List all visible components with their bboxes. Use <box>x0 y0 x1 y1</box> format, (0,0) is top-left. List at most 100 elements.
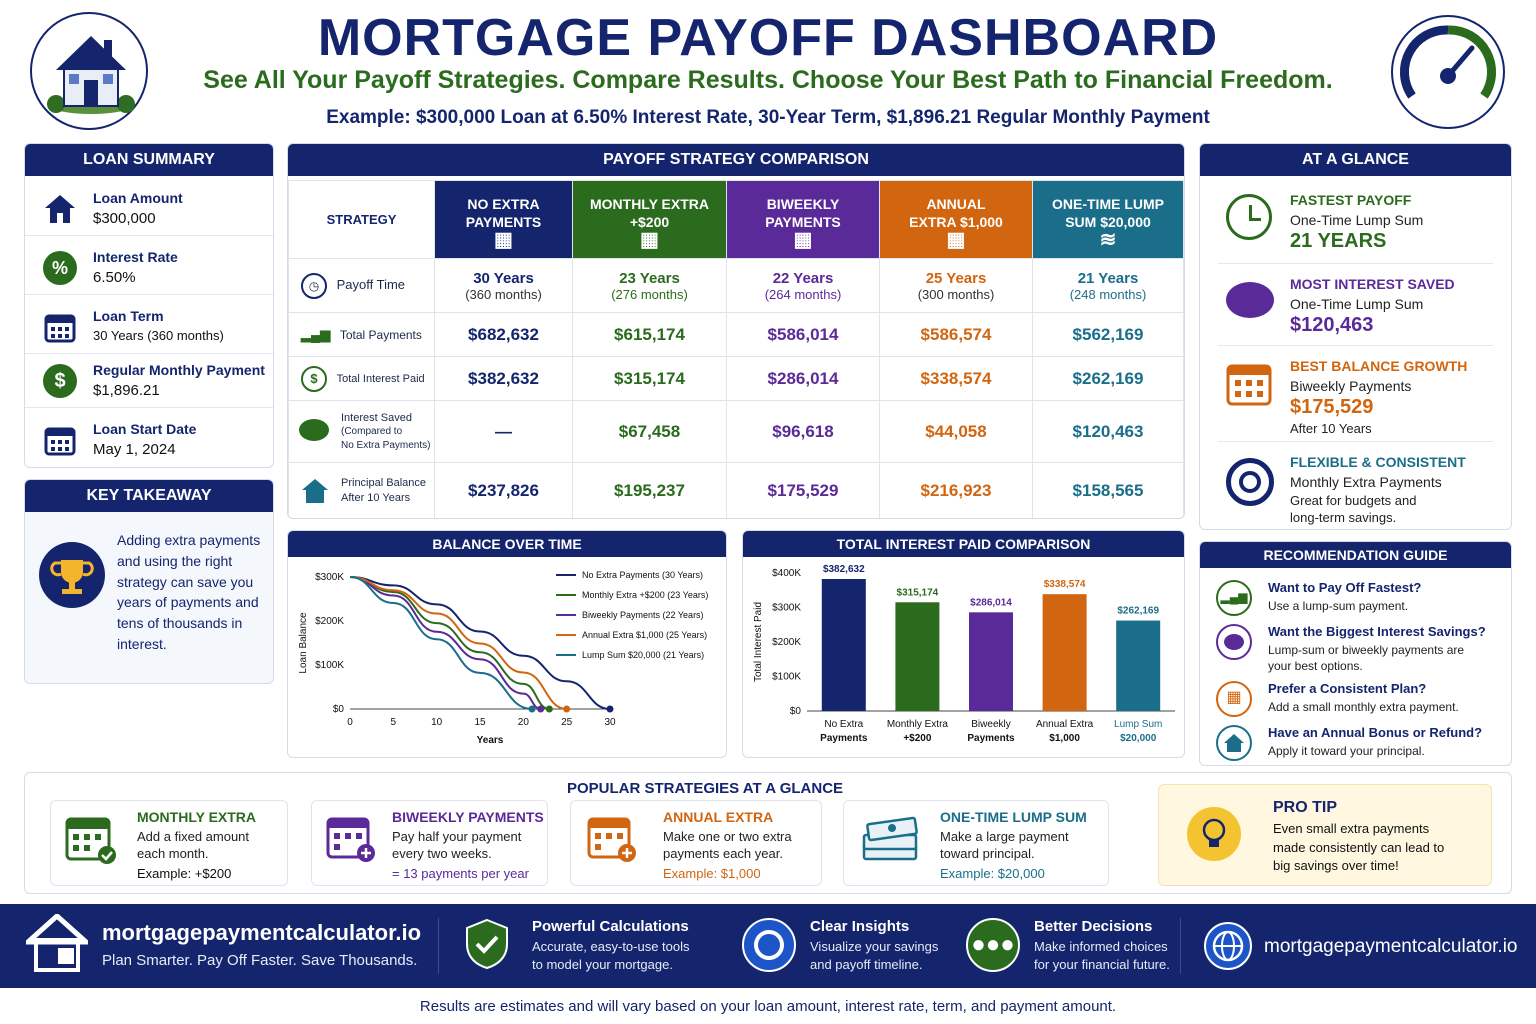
x-tick-label: 15 <box>474 717 486 728</box>
lump-sum-card: ONE-TIME LUMP SUM Make a large payment t… <box>843 800 1109 886</box>
y-tick-label: $100K <box>315 660 344 671</box>
fastest-payoff-item: FASTEST PAYOFF One-Time Lump Sum 21 YEAR… <box>1218 180 1493 264</box>
balance-chart-title: BALANCE OVER TIME <box>288 531 726 557</box>
recommendation-item: Have an Annual Bonus or Refund? Apply it… <box>1216 725 1501 765</box>
col-annual-extra: ANNUAL EXTRA $1,000 ▦ <box>879 180 1033 259</box>
recommendation-item: ▂▄▆ Want to Pay Off Fastest? Use a lump-… <box>1216 580 1501 626</box>
bar <box>1116 620 1161 711</box>
loan-term-row: Loan Term 30 Years (360 months) <box>25 296 273 354</box>
category-label: Lump Sum <box>1114 719 1162 730</box>
dollar-icon: $ <box>43 364 77 398</box>
principal-balance-cell: $175,529 <box>726 462 880 518</box>
col-monthly-extra-label: MONTHLY EXTRA +$200 <box>589 195 709 230</box>
category-label: No Extra <box>824 719 863 730</box>
lump-sum-title: ONE-TIME LUMP SUM <box>940 809 1087 825</box>
x-tick-label: 25 <box>561 717 573 728</box>
series-line <box>349 576 611 710</box>
popular-strategies-title: POPULAR STRATEGIES AT A GLANCE <box>566 780 844 797</box>
x-tick-label: 0 <box>347 717 353 728</box>
flexible-item: FLEXIBLE & CONSISTENT Monthly Extra Paym… <box>1218 442 1493 528</box>
house-icon <box>1216 725 1252 761</box>
total-interest-cell: $382,632 <box>434 356 573 401</box>
y-axis-label: Total Interest Paid <box>753 602 764 682</box>
col-annual-extra-label: ANNUAL EXTRA $1,000 <box>909 195 1003 230</box>
best-balance-growth-item: BEST BALANCE GROWTH Biweekly Payments $1… <box>1218 346 1493 442</box>
principal-balance-sub: After 10 Years <box>341 491 411 504</box>
payoff-months-cell: (360 months) <box>465 286 542 302</box>
feature-desc: Accurate, easy-to-use tools to model you… <box>532 939 690 972</box>
dollar-icon: $ <box>301 365 327 392</box>
payoff-months-cell: (300 months) <box>917 286 995 302</box>
biweekly-title: BIWEEKLY PAYMENTS <box>392 809 544 825</box>
recommendation-item: Want the Biggest Interest Savings? Lump-… <box>1216 624 1501 673</box>
bar-value-label: $262,169 <box>1117 606 1159 617</box>
interest-saved-sub1: (Compared to <box>341 425 403 437</box>
interest-rate-value: 6.50% <box>93 269 136 286</box>
recommendation-item: ▦ Prefer a Consistent Plan? Add a small … <box>1216 681 1501 727</box>
total-interest-cell: $338,574 <box>879 356 1033 401</box>
bar-value-label: $338,574 <box>1044 579 1086 590</box>
monthly-extra-card: MONTHLY EXTRA Add a fixed amount each mo… <box>50 800 288 886</box>
clock-icon: ◷ <box>301 272 327 299</box>
category-label: $1,000 <box>1049 733 1080 744</box>
annual-extra-example: Example: $1,000 <box>663 866 761 881</box>
interest-saved-cell: $67,458 <box>572 400 727 463</box>
x-tick-label: 30 <box>604 717 616 728</box>
bar-value-label: $382,632 <box>823 564 865 575</box>
total-payments-row: ▂▄▆ Total Payments $682,632 $615,174 $58… <box>288 312 1184 357</box>
page-title: MORTGAGE PAYOFF DASHBOARD <box>317 9 1219 67</box>
start-date-row: Loan Start Date May 1, 2024 <box>25 409 273 467</box>
legend-label: Annual Extra $1,000 (25 Years) <box>582 630 707 640</box>
payoff-years-cell: 23 Years <box>619 269 680 287</box>
calendar-check-icon <box>65 817 116 864</box>
series-line <box>349 576 567 710</box>
recommendation-panel: RECOMMENDATION GUIDE ▂▄▆ Want to Pay Off… <box>1199 541 1512 766</box>
annual-extra-desc: Make one or two extra payments each year… <box>663 829 792 861</box>
principal-balance-cell: $195,237 <box>572 462 727 518</box>
interest-saved-row: Interest Saved (Compared to No Extra Pay… <box>288 400 1184 463</box>
category-label: Annual Extra <box>1036 719 1094 730</box>
feature-title: Clear Insights <box>810 918 910 935</box>
calendar-plus-icon <box>326 817 375 862</box>
col-biweekly: BIWEEKLY PAYMENTS ▦ <box>726 180 880 259</box>
calendar-dollar-icon: ▦ <box>946 228 966 251</box>
percent-icon: % <box>43 251 77 285</box>
col-lump-sum: ONE-TIME LUMP SUM $20,000 ≋ <box>1032 180 1184 259</box>
bar <box>895 602 940 711</box>
disclaimer: Results are estimates and will vary base… <box>419 998 1117 1015</box>
house-icon <box>26 914 88 972</box>
key-takeaway-title: KEY TAKEAWAY <box>25 480 273 512</box>
calendar-icon <box>1226 364 1272 406</box>
biweekly-desc: Pay half your payment every two weeks. <box>392 829 522 861</box>
total-interest-cell: $286,014 <box>726 356 880 401</box>
feature-desc: Visualize your savings and payoff timeli… <box>810 939 939 972</box>
total-interest-cell: $262,169 <box>1032 356 1184 401</box>
footer-site-link[interactable]: mortgagepaymentcalculator.io <box>1264 936 1518 957</box>
col-lump-sum-label: ONE-TIME LUMP SUM $20,000 <box>1052 195 1164 230</box>
y-tick-label: $100K <box>772 672 801 683</box>
y-tick-label: $0 <box>333 704 345 715</box>
loan-summary-title: LOAN SUMMARY <box>25 144 273 176</box>
footer-brand[interactable]: mortgagepaymentcalculator.io <box>102 920 422 945</box>
best-balance-growth-title: BEST BALANCE GROWTH <box>1290 358 1468 374</box>
interest-rate-label: Interest Rate <box>93 249 178 265</box>
page-subtitle: See All Your Payoff Strategies. Compare … <box>203 66 1333 94</box>
principal-balance-row: Principal Balance After 10 Years $237,82… <box>288 462 1184 518</box>
payoff-months-cell: (248 months) <box>1069 286 1147 302</box>
total-interest-cell: $315,174 <box>572 356 727 401</box>
comparison-panel: PAYOFF STRATEGY COMPARISON STRATEGY NO E… <box>287 143 1185 519</box>
biweekly-card: BIWEEKLY PAYMENTS Pay half your payment … <box>311 800 548 886</box>
interest-chart-panel: TOTAL INTEREST PAID COMPARISON $0 $100K $2… <box>742 530 1185 758</box>
x-axis-label: Years <box>477 735 504 746</box>
popular-strategies-section <box>24 772 1512 894</box>
flexible-title: FLEXIBLE & CONSISTENT <box>1290 454 1466 470</box>
recommendation-answer: Use a lump-sum payment. <box>1268 599 1409 613</box>
principal-balance-cell: $237,826 <box>434 462 573 518</box>
speedometer-icon <box>1391 15 1505 129</box>
category-label: $20,000 <box>1120 733 1157 744</box>
loan-term-value: 30 Years (360 months) <box>93 328 224 343</box>
interest-saved-cell: $44,058 <box>879 400 1033 463</box>
col-biweekly-label: BIWEEKLY PAYMENTS <box>765 195 841 230</box>
lump-sum-desc: Make a large payment toward principal. <box>940 829 1069 861</box>
col-monthly-extra: MONTHLY EXTRA +$200 ▦ <box>572 180 727 259</box>
